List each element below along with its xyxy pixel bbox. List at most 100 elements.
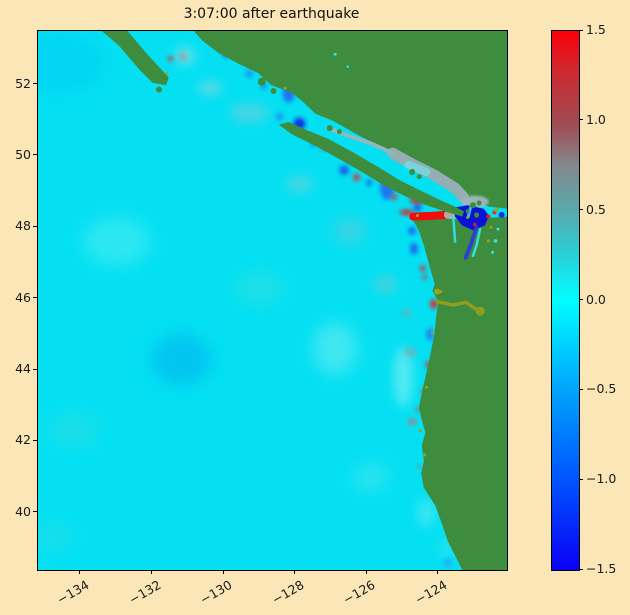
islets [206, 33, 217, 44]
x-tick-mark [151, 570, 153, 574]
y-tick-label: 40 [15, 503, 31, 519]
puget-arms [471, 227, 482, 258]
wave-spots [422, 274, 428, 280]
ocean-shading [197, 81, 222, 96]
x-tick-mark [294, 570, 296, 574]
colorbar-tick-label: 0.0 [586, 291, 606, 307]
y-tick-mark [33, 439, 37, 441]
islets [474, 212, 480, 218]
wave-spots [408, 226, 417, 235]
ocean-shading [352, 463, 389, 492]
wave-spots [275, 112, 284, 121]
islets [416, 174, 422, 180]
small-water-and-river-spots [434, 288, 441, 295]
wave-spots [399, 209, 414, 215]
wave-spots [178, 52, 187, 61]
islets [156, 86, 163, 93]
san-juan-waters [460, 195, 489, 208]
x-tick-label: −130 [197, 577, 235, 608]
islets [465, 209, 470, 214]
small-water-and-river-spots [493, 239, 498, 243]
small-water-and-river-spots [333, 52, 337, 56]
ocean-shading [38, 33, 105, 94]
wave-spots [409, 242, 418, 255]
wave-spots [366, 179, 373, 186]
x-tick-label: −132 [125, 577, 164, 608]
shallow-speckles [423, 453, 427, 457]
x-tick-label: −126 [340, 577, 378, 608]
y-tick-label: 48 [15, 218, 31, 234]
map-plot-area [37, 30, 508, 571]
haida-gwaii [101, 31, 169, 86]
inland-straits [404, 160, 431, 176]
wave-spots [391, 193, 398, 200]
wave-spots [430, 299, 438, 310]
colorbar-tick-label: −0.5 [586, 381, 617, 397]
ocean-shading [416, 498, 437, 527]
wave-spots [167, 56, 173, 62]
wave-spots [339, 165, 350, 176]
shallow-speckles [165, 72, 169, 76]
wave-spots [426, 327, 435, 341]
ocean-shading [313, 322, 358, 375]
islets [336, 129, 342, 135]
ocean-shading [82, 217, 151, 266]
islets [270, 87, 277, 94]
y-tick-label: 42 [15, 432, 31, 448]
ocean-shading [151, 333, 212, 386]
small-water-and-river-spots [472, 222, 477, 227]
shallow-speckles [494, 208, 499, 213]
colorbar-tick-label: −1.0 [586, 471, 617, 487]
ocean-shading [393, 347, 414, 408]
small-water-and-river-spots [491, 250, 495, 254]
x-tick-label: −128 [269, 577, 307, 608]
y-tick-label: 46 [15, 289, 31, 305]
ocean-shading [333, 219, 366, 242]
inland-straits [409, 210, 452, 221]
ocean-shading [47, 412, 100, 449]
colorbar-tick-mark [579, 388, 583, 390]
ocean-shading [373, 275, 398, 294]
y-tick-mark [33, 511, 37, 513]
wave-spots [419, 265, 426, 272]
colorbar-tick-label: 0.5 [586, 201, 606, 217]
wave-spots [407, 417, 418, 426]
small-water-and-river-spots [486, 214, 491, 219]
ocean-shading [233, 272, 286, 305]
shallow-speckles [486, 239, 490, 243]
colorbar-tick-mark [579, 119, 583, 121]
small-water-and-river-spots [346, 65, 349, 68]
inland-straits [386, 147, 469, 203]
shallow-speckles [489, 225, 493, 229]
us-mainland [411, 216, 507, 570]
plot-title: 3:07:00 after earthquake [183, 6, 360, 22]
y-tick-mark [33, 297, 37, 299]
ocean-shading [285, 175, 314, 194]
colorbar-tick-mark [579, 209, 583, 211]
y-tick-mark [33, 154, 37, 156]
x-tick-mark [437, 570, 439, 574]
x-tick-label: −124 [412, 577, 450, 608]
ocean-shading [229, 103, 270, 124]
wave-spots [417, 464, 422, 469]
colorbar-tick-mark [579, 568, 583, 570]
x-tick-mark [365, 570, 367, 574]
islets [326, 125, 333, 132]
islets [221, 43, 230, 52]
y-tick-mark [33, 225, 37, 227]
wave-spots [245, 69, 254, 78]
y-tick-label: 44 [15, 361, 31, 377]
wave-spots [442, 557, 453, 568]
x-tick-label: −134 [54, 577, 92, 608]
y-tick-label: 50 [15, 146, 31, 162]
islets [476, 200, 482, 206]
shallow-speckles [466, 215, 470, 219]
shallow-speckles [424, 385, 428, 389]
colorbar-tick-mark [579, 478, 583, 480]
shallow-speckles [431, 331, 435, 335]
shallow-speckles [415, 214, 419, 218]
colorbar-tick-mark [579, 29, 583, 31]
y-tick-mark [33, 83, 37, 85]
islets [257, 77, 266, 86]
puget-arms [463, 225, 479, 260]
